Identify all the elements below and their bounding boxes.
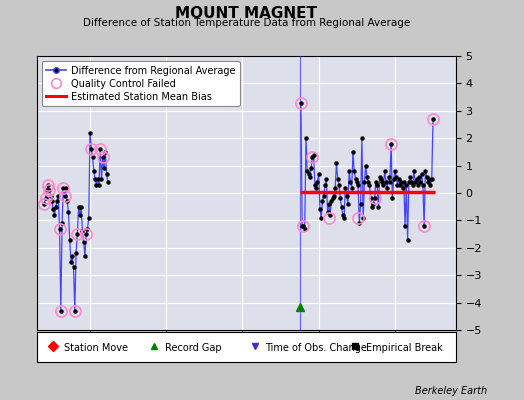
- Text: Station Move: Station Move: [64, 342, 128, 353]
- Legend: Difference from Regional Average, Quality Control Failed, Estimated Station Mean: Difference from Regional Average, Qualit…: [41, 61, 240, 106]
- Text: Difference of Station Temperature Data from Regional Average: Difference of Station Temperature Data f…: [83, 18, 410, 28]
- Text: MOUNT MAGNET: MOUNT MAGNET: [176, 6, 317, 21]
- Text: Record Gap: Record Gap: [165, 342, 221, 353]
- Text: Empirical Break: Empirical Break: [366, 342, 442, 353]
- Text: Berkeley Earth: Berkeley Earth: [415, 386, 487, 396]
- Text: Time of Obs. Change: Time of Obs. Change: [265, 342, 367, 353]
